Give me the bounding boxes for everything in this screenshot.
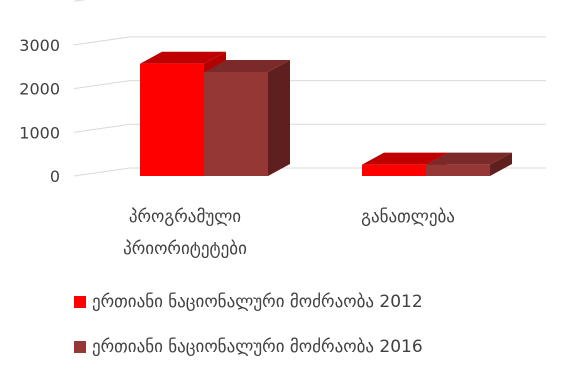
bar-1-1 (426, 152, 512, 176)
gridline-2000 (73, 80, 546, 90)
y-tick-2: 2000 (19, 80, 60, 99)
y-axis-ticks: 0 1000 2000 3000 (19, 36, 60, 186)
gridline-1000 (73, 123, 546, 133)
gridline-3000 (73, 36, 546, 46)
y-tick-3: 3000 (19, 36, 60, 55)
legend-label-2012: ერთიანი ნაციონალური მოძრაობა 2012 (92, 292, 423, 312)
bar-front-0-0 (140, 63, 204, 177)
legend-swatch-2012 (74, 296, 86, 308)
legend-item-2016: ერთიანი ნაციონალური მოძრაობა 2016 (74, 335, 554, 359)
bar-side-0-1 (268, 59, 290, 176)
bar-top-1-0 (362, 152, 448, 165)
legend-swatch-2016 (74, 341, 86, 353)
bar-0-1 (204, 59, 290, 176)
bar-front-0-1 (204, 71, 268, 176)
bar-top-1-1 (426, 152, 512, 165)
y-tick-1: 1000 (19, 123, 60, 142)
bar-side-1-1 (490, 152, 512, 176)
bars (140, 51, 512, 177)
x-axis-labels: პროგრამული პრიორიტეტები განათლება (123, 207, 455, 259)
bar-front-1-0 (362, 164, 426, 176)
legend-label-2016: ერთიანი ნაციონალური მოძრაობა 2016 (92, 337, 423, 357)
y-tick-0: 0 (50, 167, 60, 186)
bar-top-0-0 (140, 51, 226, 64)
x-label-0-1: პრიორიტეტები (123, 239, 247, 259)
chart-plot: 0 1000 2000 3000 პროგრამული პრიორიტეტები განა… (19, 0, 546, 259)
gridline-4000 (73, 0, 86, 2)
legend: ერთიანი ნაციონალური მოძრაობა 2012 ერთიან… (74, 290, 554, 380)
x-label-0-0: პროგრამული (129, 207, 241, 227)
x-label-1-0: განათლება (361, 207, 455, 227)
bar-front-1-1 (426, 164, 490, 176)
legend-item-2012: ერთიანი ნაციონალური მოძრაობა 2012 (74, 290, 554, 314)
bar-top-0-1 (204, 59, 290, 72)
